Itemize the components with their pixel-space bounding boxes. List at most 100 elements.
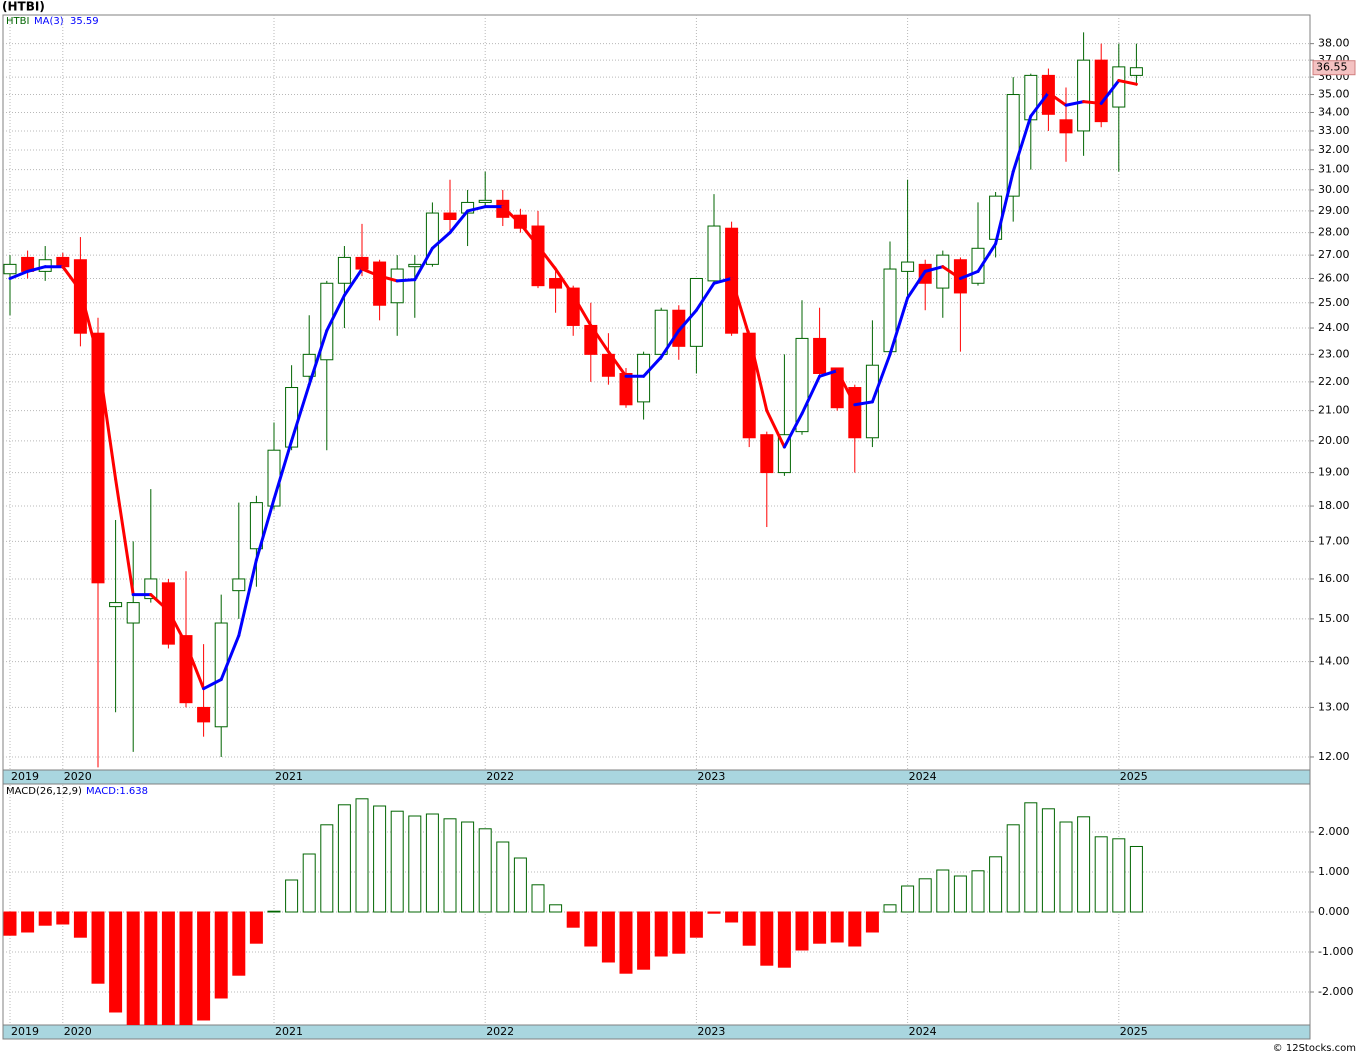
candle-body bbox=[971, 247, 985, 284]
ma-line bbox=[501, 205, 522, 226]
macd-bar bbox=[302, 853, 316, 913]
candle-body bbox=[249, 502, 263, 550]
macd-bar bbox=[813, 911, 827, 944]
ma-line bbox=[835, 369, 857, 407]
macd-bar bbox=[672, 911, 686, 954]
ma-line bbox=[184, 642, 206, 691]
ma-line bbox=[747, 334, 769, 413]
macd-bar bbox=[531, 884, 545, 913]
ma-line bbox=[219, 634, 241, 682]
ma-line bbox=[1064, 100, 1086, 107]
macd-bar bbox=[901, 885, 915, 913]
ma-line bbox=[254, 497, 276, 562]
ma-line bbox=[290, 383, 311, 443]
y-tick-label: 35.00 bbox=[1318, 88, 1350, 101]
macd-bar bbox=[936, 869, 950, 913]
y-tick-label: 1.000 bbox=[1318, 865, 1350, 878]
macd-bar bbox=[3, 911, 17, 936]
ma-line bbox=[554, 267, 575, 297]
y-tick-label: 13.00 bbox=[1318, 700, 1350, 713]
ma-line bbox=[536, 244, 558, 271]
y-tick-label: 29.00 bbox=[1318, 204, 1350, 217]
y-tick-label: 0.000 bbox=[1318, 905, 1350, 918]
y-tick-label: -1.000 bbox=[1318, 945, 1353, 958]
price-plot bbox=[3, 15, 1310, 770]
footer: © 12Stocks.com bbox=[1273, 1043, 1356, 1054]
y-tick-label: 19.00 bbox=[1318, 466, 1350, 479]
y-tick-label: 25.00 bbox=[1318, 296, 1350, 309]
x-tick-label: 2024 bbox=[909, 770, 937, 783]
ma-line bbox=[307, 329, 329, 387]
candle-body bbox=[549, 277, 563, 289]
y-tick-label: 33.00 bbox=[1318, 124, 1350, 137]
y-tick-label: 2.000 bbox=[1318, 825, 1350, 838]
macd-bar bbox=[1059, 821, 1073, 913]
candle-body bbox=[1129, 67, 1143, 76]
macd-bar bbox=[989, 856, 1003, 913]
macd-bar bbox=[214, 911, 228, 999]
candle-body bbox=[232, 578, 246, 592]
x-tick-label: 2021 bbox=[275, 1025, 303, 1038]
x-tick-label: 2022 bbox=[486, 770, 514, 783]
macd-bar bbox=[478, 828, 492, 913]
x-tick-label: 2019 bbox=[11, 770, 39, 783]
x-tick-label: 2020 bbox=[64, 1025, 92, 1038]
ma-line bbox=[61, 265, 82, 293]
macd-bar bbox=[777, 911, 791, 968]
macd-bar bbox=[21, 911, 35, 933]
macd-bar bbox=[373, 805, 387, 913]
macd-plot bbox=[3, 785, 1310, 1025]
candle-body bbox=[214, 622, 228, 728]
ma-line bbox=[518, 222, 540, 248]
macd-title: MACD(26,12,9) bbox=[6, 786, 82, 797]
y-tick-label: 30.00 bbox=[1318, 183, 1350, 196]
ma-line bbox=[589, 323, 610, 354]
ma-line bbox=[413, 246, 434, 282]
ma-line bbox=[378, 274, 399, 283]
y-tick-label: 34.00 bbox=[1318, 105, 1350, 118]
candle-body bbox=[654, 309, 668, 355]
ma-line bbox=[677, 308, 698, 333]
macd-bar bbox=[971, 870, 985, 913]
candle-body bbox=[531, 225, 545, 287]
x-tick-label: 2023 bbox=[697, 1025, 725, 1038]
x-tick-label: 2019 bbox=[11, 1025, 39, 1038]
macd-legend-value: 1.638 bbox=[119, 786, 148, 797]
macd-bar bbox=[795, 911, 809, 951]
ma-line bbox=[765, 409, 786, 449]
ma-line bbox=[712, 276, 734, 285]
macd-bar bbox=[425, 813, 439, 913]
macd-bar bbox=[267, 910, 281, 913]
macd-bar bbox=[197, 911, 211, 1021]
x-axis-strip bbox=[2, 769, 1311, 785]
ma-line bbox=[958, 269, 980, 280]
ma-line bbox=[96, 355, 118, 481]
ma-line bbox=[166, 609, 188, 646]
ma-line bbox=[466, 205, 487, 213]
candle-body bbox=[126, 602, 140, 624]
ma-line bbox=[26, 265, 47, 273]
ma-line bbox=[202, 678, 223, 691]
ma-line bbox=[1117, 79, 1138, 86]
chart-title: (HTBI) bbox=[2, 0, 45, 14]
ma-line bbox=[8, 269, 30, 280]
macd-bar bbox=[1112, 838, 1126, 913]
macd-bar bbox=[443, 818, 457, 913]
ma-line bbox=[906, 269, 927, 300]
ma-line bbox=[149, 593, 170, 613]
macd-bar bbox=[144, 911, 158, 1025]
macd-bar bbox=[513, 857, 527, 913]
candle-body bbox=[513, 214, 527, 229]
macd-bar bbox=[408, 815, 422, 913]
ma-line bbox=[272, 439, 294, 501]
legend-ma: MA(3) bbox=[34, 16, 64, 27]
ma-line bbox=[941, 265, 962, 280]
candle-body bbox=[601, 353, 615, 377]
ma-line bbox=[237, 558, 258, 638]
macd-bar bbox=[109, 911, 123, 1013]
macd-bar bbox=[1041, 808, 1055, 913]
macd-bar bbox=[601, 911, 615, 963]
macd-bar bbox=[390, 810, 404, 913]
x-tick-label: 2025 bbox=[1120, 1025, 1148, 1038]
